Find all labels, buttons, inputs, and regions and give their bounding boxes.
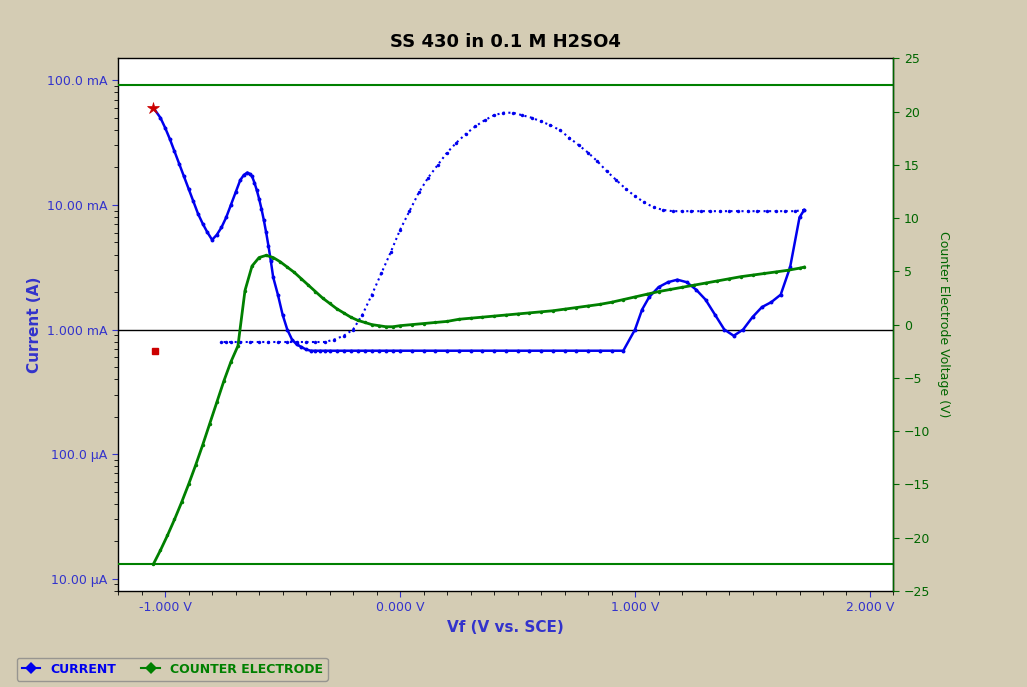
- Legend: CURRENT, COUNTER ELECTRODE: CURRENT, COUNTER ELECTRODE: [16, 657, 328, 681]
- Y-axis label: Counter Electrode Voltage (V): Counter Electrode Voltage (V): [937, 232, 950, 418]
- Y-axis label: Current (A): Current (A): [27, 276, 42, 373]
- Title: SS 430 in 0.1 M H2SO4: SS 430 in 0.1 M H2SO4: [390, 33, 621, 52]
- X-axis label: Vf (V vs. SCE): Vf (V vs. SCE): [448, 620, 564, 635]
